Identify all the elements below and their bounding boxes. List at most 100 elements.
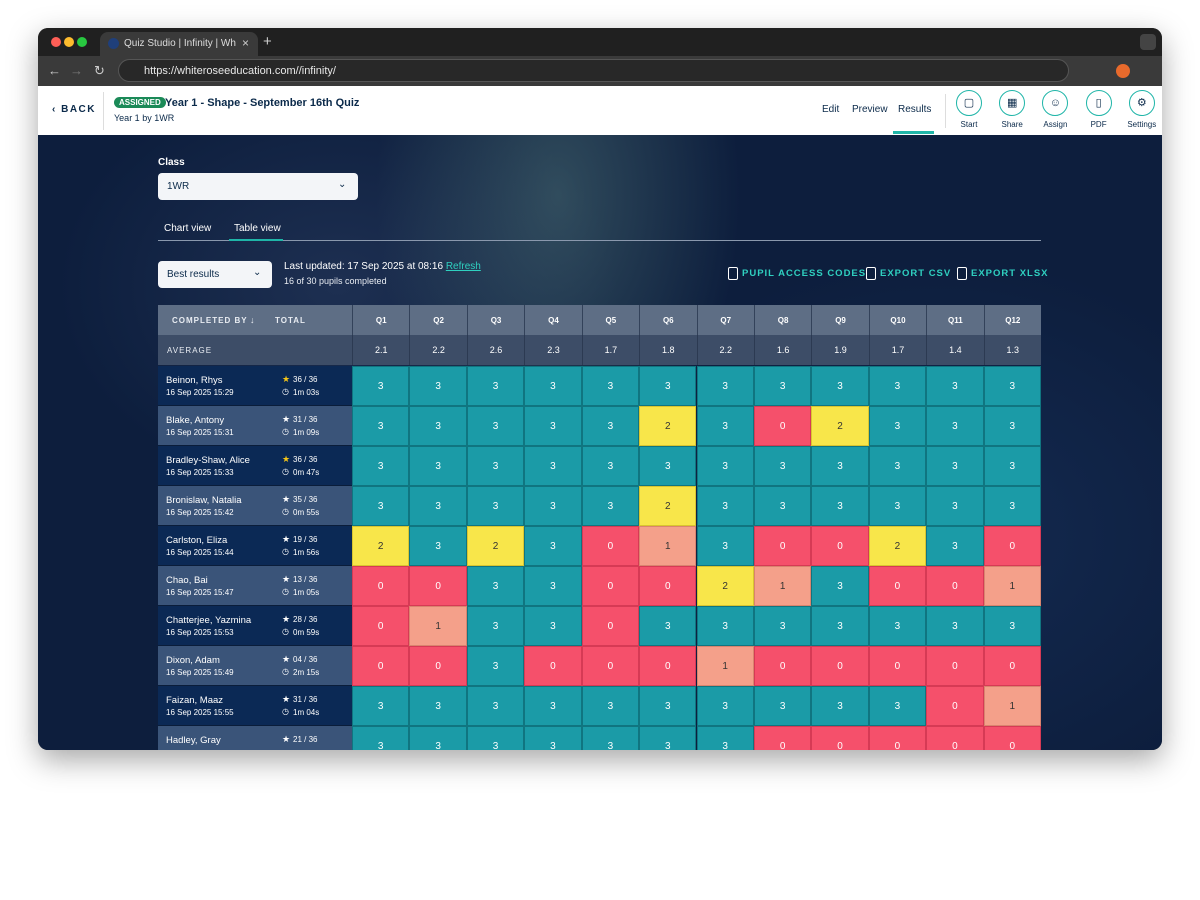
score-cell[interactable]: 3 [696, 686, 754, 726]
table-view-tab[interactable]: Table view [234, 223, 281, 234]
score-cell[interactable]: 3 [524, 606, 582, 646]
pupil-cell[interactable] [158, 566, 352, 606]
new-tab[interactable]: + [263, 33, 272, 50]
score-cell[interactable]: 3 [581, 406, 640, 446]
score-cell[interactable]: 1 [753, 566, 812, 606]
pupil-cell[interactable] [158, 606, 352, 646]
export-button[interactable]: EXPORT XLSX [971, 268, 1049, 279]
score-cell[interactable]: 3 [524, 526, 582, 566]
score-cell[interactable]: 0 [811, 646, 869, 686]
score-cell[interactable]: 3 [983, 446, 1041, 486]
score-cell[interactable]: 0 [524, 646, 582, 686]
score-cell[interactable]: 3 [409, 366, 467, 406]
score-cell[interactable]: 3 [524, 406, 582, 446]
tab-menu[interactable] [1140, 34, 1156, 50]
score-cell[interactable]: 3 [524, 566, 582, 606]
score-cell[interactable]: 3 [352, 726, 410, 750]
score-cell[interactable]: 3 [811, 366, 869, 406]
score-cell[interactable]: 3 [753, 686, 812, 726]
score-cell[interactable]: 0 [409, 566, 467, 606]
result-mode-select[interactable]: Best results ⌄ [158, 261, 272, 288]
score-cell[interactable]: 3 [868, 446, 927, 486]
score-cell[interactable]: 0 [926, 726, 984, 750]
score-cell[interactable]: 3 [926, 486, 984, 526]
score-cell[interactable]: 0 [581, 566, 640, 606]
score-cell[interactable]: 1 [983, 686, 1041, 726]
score-cell[interactable]: 0 [352, 646, 410, 686]
score-cell[interactable]: 3 [466, 446, 525, 486]
tab-close[interactable]: × [242, 36, 250, 50]
refresh-link[interactable]: Refresh [445, 261, 481, 272]
score-cell[interactable]: 0 [811, 526, 869, 566]
score-cell[interactable]: 1 [639, 526, 697, 566]
score-cell[interactable]: 3 [983, 406, 1041, 446]
score-cell[interactable]: 3 [409, 486, 467, 526]
score-cell[interactable]: 3 [811, 566, 869, 606]
score-cell[interactable]: 3 [581, 686, 640, 726]
nav-back[interactable]: ← [48, 63, 61, 78]
pupil-cell[interactable] [158, 366, 352, 406]
nav-forward[interactable]: → [70, 63, 83, 78]
score-cell[interactable]: 3 [524, 366, 582, 406]
score-cell[interactable]: 3 [352, 686, 410, 726]
back-button[interactable]: ‹ BACK [52, 104, 96, 115]
score-cell[interactable]: 0 [926, 646, 984, 686]
score-cell[interactable]: 0 [926, 566, 984, 606]
score-cell[interactable]: 3 [466, 366, 525, 406]
score-cell[interactable]: 3 [696, 486, 754, 526]
score-cell[interactable]: 3 [409, 726, 467, 750]
score-cell[interactable]: 3 [581, 486, 640, 526]
score-cell[interactable]: 3 [352, 366, 410, 406]
pupil-cell[interactable] [158, 406, 352, 446]
score-cell[interactable]: 3 [466, 566, 525, 606]
score-cell[interactable]: 3 [811, 486, 869, 526]
score-cell[interactable]: 0 [753, 726, 812, 750]
score-cell[interactable]: 0 [926, 686, 984, 726]
score-cell[interactable]: 3 [696, 406, 754, 446]
extension-icon[interactable] [1116, 64, 1130, 78]
score-cell[interactable]: 3 [983, 606, 1041, 646]
score-cell[interactable]: 3 [352, 486, 410, 526]
score-cell[interactable]: 0 [352, 606, 410, 646]
score-cell[interactable]: 1 [983, 566, 1041, 606]
action-label[interactable]: Assign [1043, 120, 1068, 129]
action-icon[interactable]: ⚙ [1128, 90, 1155, 116]
score-cell[interactable]: 3 [466, 486, 525, 526]
score-cell[interactable]: 2 [639, 486, 697, 526]
score-cell[interactable]: 3 [524, 486, 582, 526]
score-cell[interactable]: 3 [409, 526, 467, 566]
nav-link[interactable]: Results [898, 104, 932, 115]
score-cell[interactable]: 3 [409, 406, 467, 446]
score-cell[interactable]: 3 [466, 646, 525, 686]
score-cell[interactable]: 3 [581, 726, 640, 750]
close-dot[interactable] [51, 37, 61, 47]
minimize-dot[interactable] [64, 37, 74, 47]
score-cell[interactable]: 3 [466, 686, 525, 726]
score-cell[interactable]: 3 [524, 446, 582, 486]
score-cell[interactable]: 0 [983, 646, 1041, 686]
score-cell[interactable]: 0 [581, 606, 640, 646]
export-button[interactable]: PUPIL ACCESS CODES [742, 268, 867, 279]
score-cell[interactable]: 2 [868, 526, 927, 566]
score-cell[interactable]: 3 [926, 446, 984, 486]
score-cell[interactable]: 0 [983, 526, 1041, 566]
score-cell[interactable]: 0 [753, 646, 812, 686]
export-button[interactable]: EXPORT CSV [880, 268, 952, 279]
score-cell[interactable]: 2 [696, 566, 754, 606]
score-cell[interactable]: 3 [983, 366, 1041, 406]
score-cell[interactable]: 0 [868, 646, 927, 686]
score-cell[interactable]: 3 [696, 526, 754, 566]
score-cell[interactable]: 3 [753, 446, 812, 486]
score-cell[interactable]: 2 [466, 526, 525, 566]
score-cell[interactable]: 3 [352, 446, 410, 486]
nav-link[interactable]: Preview [852, 104, 888, 115]
score-cell[interactable]: 3 [926, 526, 984, 566]
tab[interactable]: Quiz Studio | Infinity | White R × [100, 32, 258, 56]
score-cell[interactable]: 3 [409, 446, 467, 486]
header-cell[interactable]: COMPLETED BY [172, 316, 248, 325]
score-cell[interactable]: 3 [466, 726, 525, 750]
pupil-cell[interactable] [158, 646, 352, 686]
score-cell[interactable]: 3 [868, 686, 927, 726]
score-cell[interactable]: 0 [811, 726, 869, 750]
pupil-cell[interactable] [158, 686, 352, 726]
